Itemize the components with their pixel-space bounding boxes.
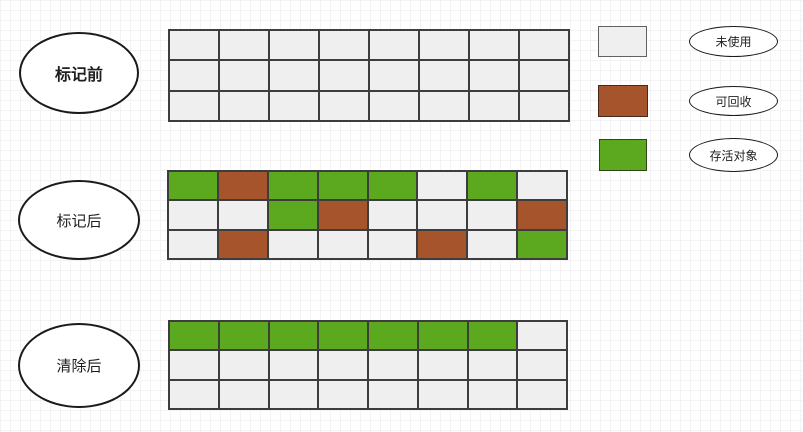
memory-cell-unused: [169, 60, 219, 91]
memory-grid-before-mark: [168, 29, 570, 122]
memory-cell-unused: [269, 30, 319, 61]
memory-cell-unused: [269, 90, 319, 121]
memory-cell-unused: [169, 90, 219, 121]
memory-cell-unused: [319, 60, 369, 91]
memory-cell-unused: [517, 350, 567, 380]
legend-label-unused: 未使用: [715, 35, 752, 49]
memory-cell-live: [267, 200, 318, 230]
memory-cell-reclaimable: [217, 171, 268, 201]
memory-cell-unused: [519, 60, 569, 91]
memory-cell-live: [318, 321, 368, 351]
legend-ellipse-reclaimable: 可回收: [689, 86, 778, 116]
memory-cell-unused: [269, 60, 319, 91]
memory-cell-reclaimable: [217, 229, 268, 259]
stage-ellipse-after-mark: 标记后: [18, 180, 140, 260]
memory-cell-unused: [318, 350, 368, 380]
memory-cell-live: [517, 229, 567, 259]
memory-cell-unused: [218, 350, 269, 380]
memory-cell-unused: [467, 229, 518, 259]
memory-cell-live: [267, 171, 318, 201]
legend-swatch-unused: [598, 26, 647, 57]
stage-ellipse-before-mark: 标记前: [19, 32, 139, 114]
memory-cell-unused: [469, 30, 519, 61]
memory-cell-unused: [419, 90, 469, 121]
memory-cell-unused: [517, 379, 567, 409]
memory-cell-unused: [218, 379, 269, 409]
memory-cell-unused: [368, 379, 418, 409]
memory-cell-unused: [467, 379, 518, 409]
memory-cell-reclaimable: [417, 229, 468, 259]
legend-ellipse-live: 存活对象: [689, 138, 778, 172]
memory-cell-reclaimable: [517, 200, 567, 230]
memory-cell-unused: [417, 171, 468, 201]
memory-cell-live: [368, 321, 418, 351]
memory-cell-unused: [268, 379, 319, 409]
stage-ellipse-after-sweep: 清除后: [18, 323, 140, 408]
memory-cell-unused: [517, 171, 567, 201]
legend-label-live: 存活对象: [709, 148, 758, 163]
memory-cell-unused: [169, 379, 219, 409]
stage-label-after-mark: 标记后: [56, 212, 102, 230]
memory-cell-unused: [519, 90, 569, 121]
memory-grid-after-sweep: [168, 320, 568, 410]
memory-cell-unused: [169, 350, 219, 380]
memory-cell-unused: [369, 90, 419, 121]
memory-cell-unused: [319, 30, 369, 61]
stage-label-after-sweep: 清除后: [56, 358, 102, 375]
memory-cell-unused: [417, 200, 468, 230]
memory-cell-unused: [169, 30, 219, 61]
memory-cell-unused: [467, 200, 518, 230]
memory-cell-unused: [369, 60, 419, 91]
memory-cell-unused: [319, 90, 369, 121]
memory-cell-unused: [217, 200, 268, 230]
memory-cell-unused: [419, 30, 469, 61]
memory-cell-unused: [168, 229, 218, 259]
memory-grid-after-mark: [167, 170, 568, 260]
memory-cell-live: [467, 321, 518, 351]
memory-cell-live: [169, 321, 219, 351]
stage-label-before-mark: 标记前: [54, 67, 103, 84]
memory-cell-unused: [368, 350, 418, 380]
memory-cell-live: [218, 321, 269, 351]
memory-cell-unused: [267, 229, 318, 259]
memory-cell-unused: [219, 90, 269, 121]
legend-label-reclaimable: 可回收: [715, 94, 752, 109]
memory-cell-unused: [417, 350, 468, 380]
memory-cell-unused: [469, 90, 519, 121]
legend-ellipse-unused: 未使用: [689, 26, 778, 57]
memory-cell-unused: [469, 60, 519, 91]
memory-cell-live: [268, 321, 319, 351]
memory-cell-unused: [318, 379, 368, 409]
memory-cell-unused: [419, 60, 469, 91]
memory-cell-unused: [467, 350, 518, 380]
memory-cell-live: [317, 171, 368, 201]
memory-cell-unused: [317, 229, 368, 259]
memory-cell-unused: [417, 379, 468, 409]
memory-cell-unused: [517, 321, 567, 351]
memory-cell-reclaimable: [317, 200, 368, 230]
memory-cell-unused: [367, 229, 418, 259]
legend-swatch-live: [599, 139, 647, 171]
memory-cell-unused: [168, 200, 218, 230]
memory-cell-unused: [219, 60, 269, 91]
memory-cell-unused: [367, 200, 418, 230]
memory-cell-live: [168, 171, 218, 201]
memory-cell-unused: [519, 30, 569, 61]
memory-cell-unused: [369, 30, 419, 61]
memory-cell-live: [417, 321, 468, 351]
memory-cell-unused: [219, 30, 269, 61]
memory-cell-live: [467, 171, 518, 201]
memory-cell-unused: [268, 350, 319, 380]
legend-swatch-reclaimable: [598, 85, 648, 117]
memory-cell-live: [367, 171, 418, 201]
